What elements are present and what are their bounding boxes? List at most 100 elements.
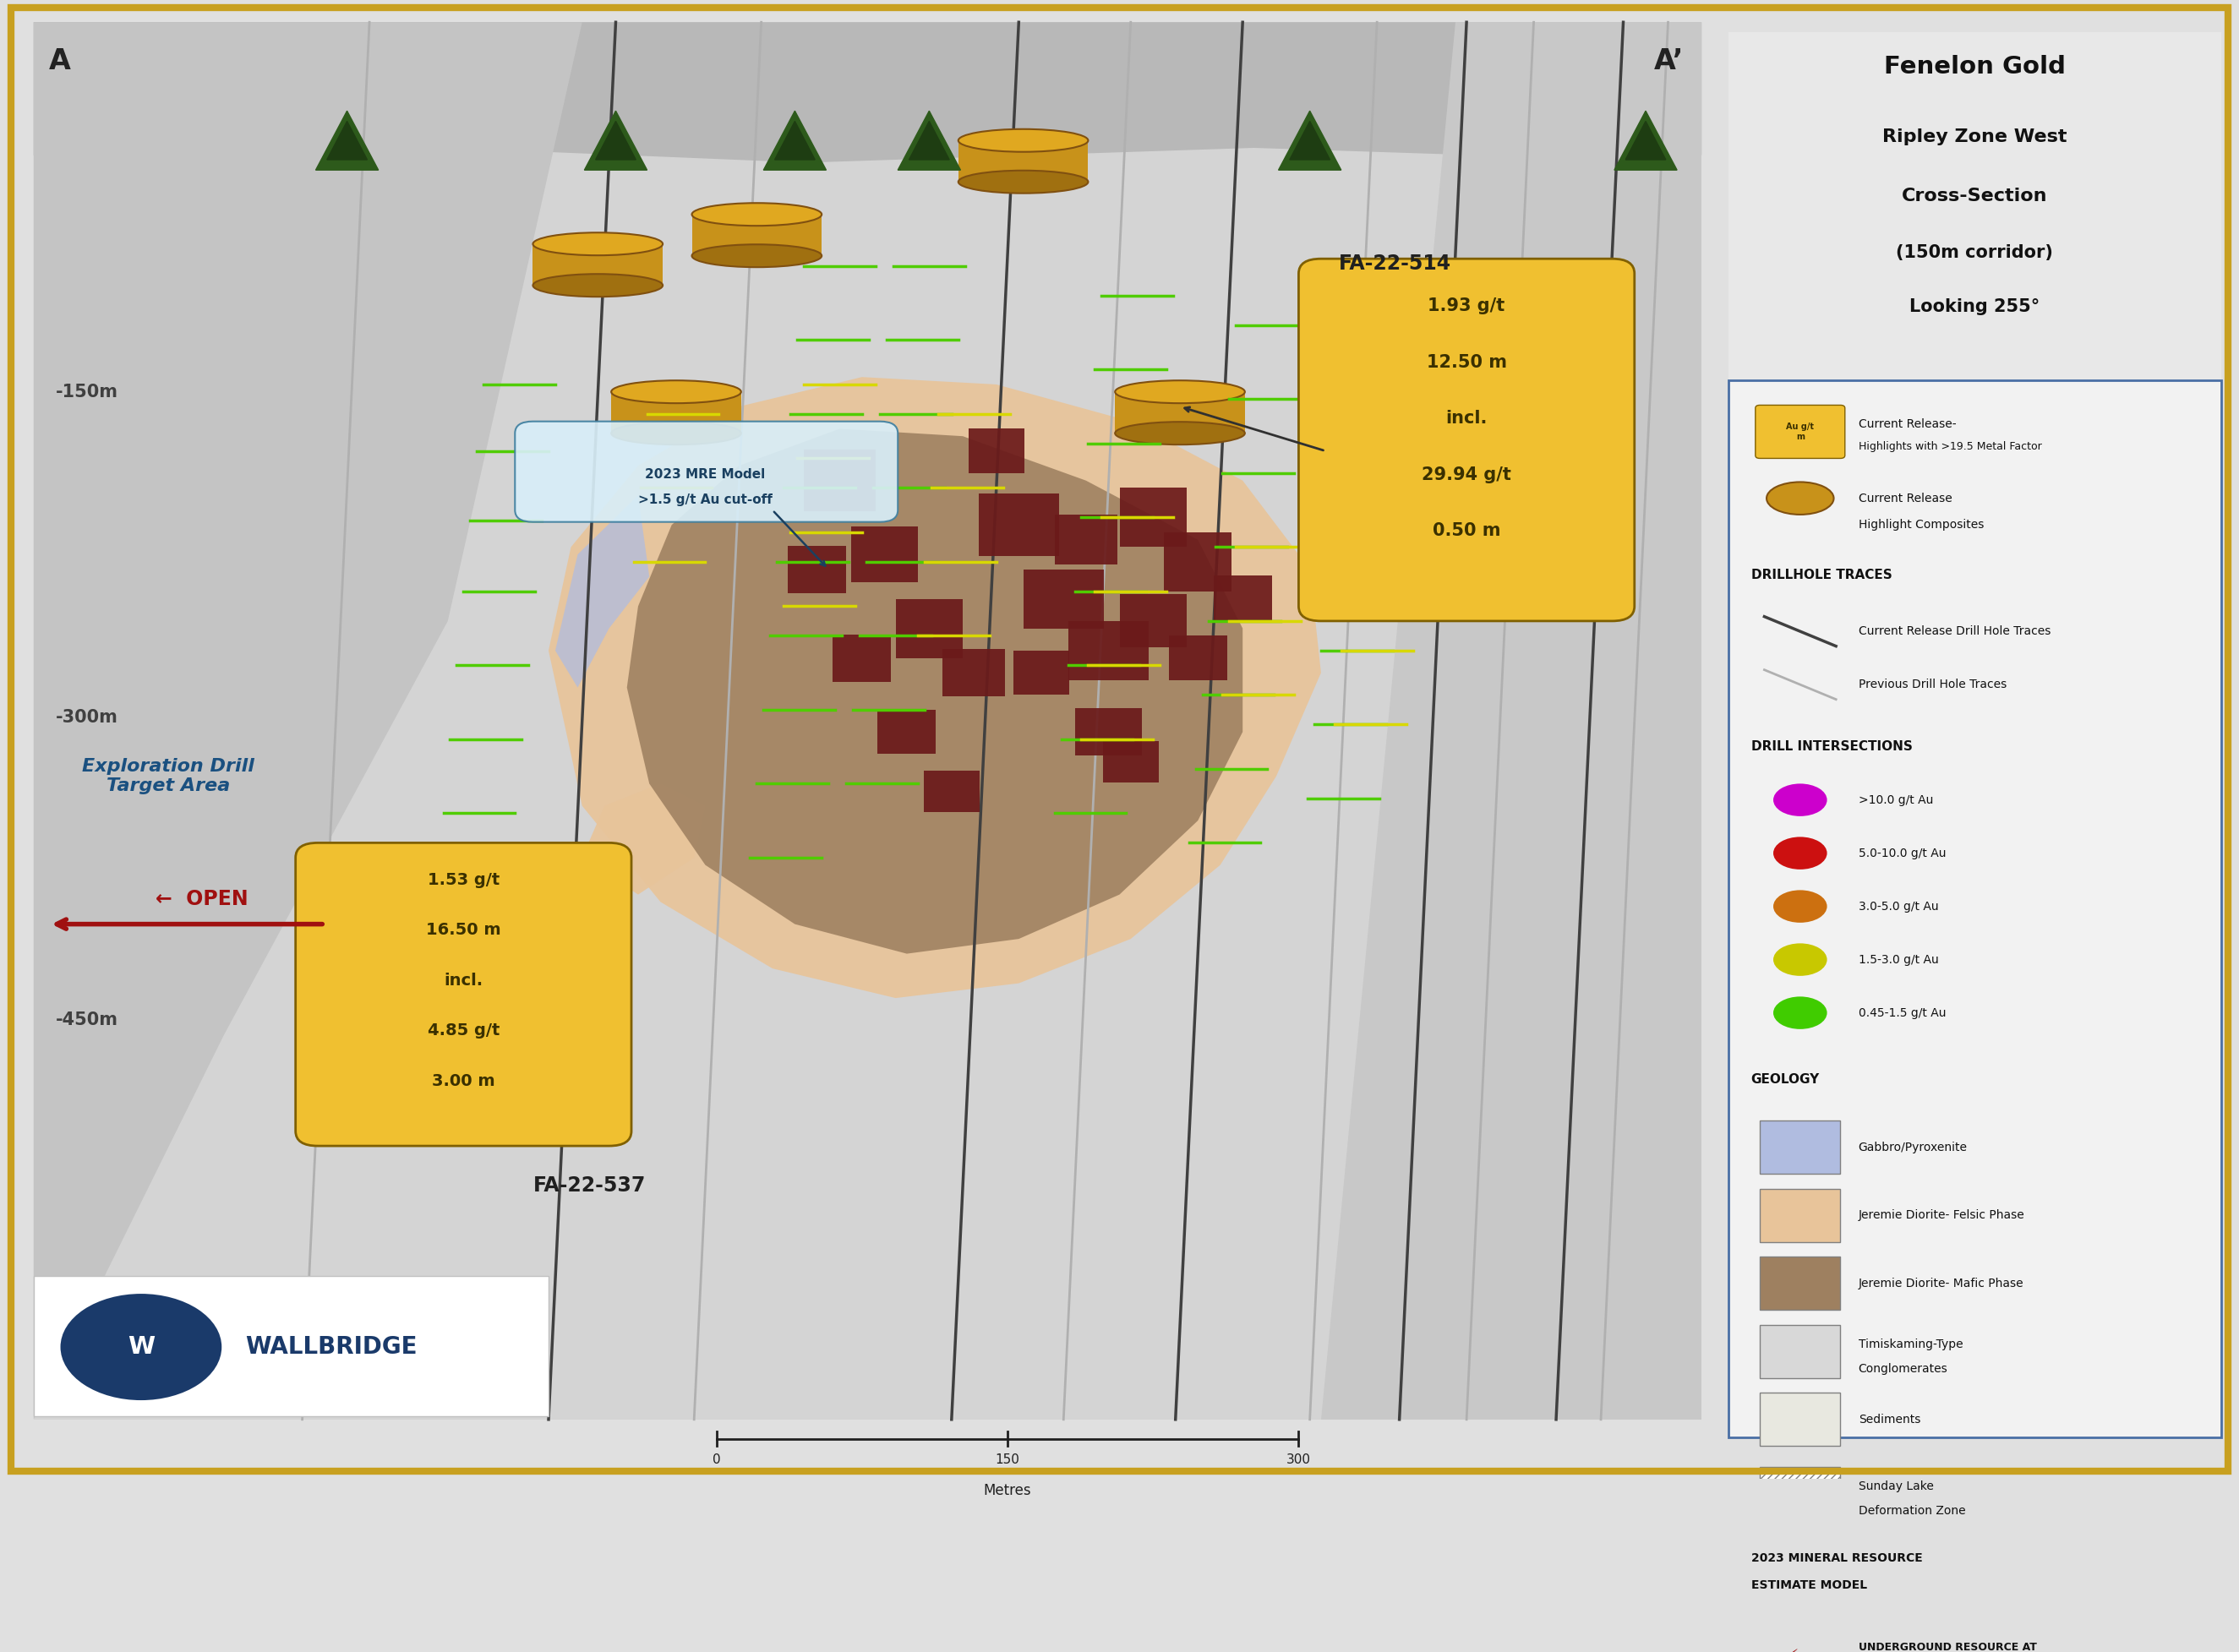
FancyBboxPatch shape bbox=[611, 392, 741, 433]
Text: 12.50 m: 12.50 m bbox=[1426, 354, 1507, 370]
Text: -450m: -450m bbox=[56, 1011, 119, 1029]
Text: Looking 255°: Looking 255° bbox=[1910, 299, 2040, 316]
Text: Ripley Zone West: Ripley Zone West bbox=[1883, 129, 2067, 145]
Polygon shape bbox=[775, 121, 815, 160]
Text: 150: 150 bbox=[996, 1454, 1019, 1465]
FancyBboxPatch shape bbox=[1760, 1393, 1840, 1446]
Text: Conglomerates: Conglomerates bbox=[1858, 1363, 1948, 1374]
FancyBboxPatch shape bbox=[1760, 1467, 1840, 1520]
Text: Sunday Lake: Sunday Lake bbox=[1858, 1480, 1934, 1492]
Text: Previous Drill Hole Traces: Previous Drill Hole Traces bbox=[1858, 679, 2006, 691]
Text: Sediments: Sediments bbox=[1858, 1414, 1921, 1426]
FancyBboxPatch shape bbox=[1299, 259, 1634, 621]
Polygon shape bbox=[898, 111, 961, 170]
Ellipse shape bbox=[1773, 890, 1827, 923]
Text: Current Release: Current Release bbox=[1858, 492, 1952, 504]
Polygon shape bbox=[1321, 21, 1702, 1419]
Polygon shape bbox=[549, 377, 1321, 998]
FancyBboxPatch shape bbox=[296, 843, 631, 1146]
Text: Jeremie Diorite- Felsic Phase: Jeremie Diorite- Felsic Phase bbox=[1858, 1209, 2024, 1221]
Ellipse shape bbox=[692, 244, 822, 268]
Text: 5.0-10.0 g/t Au: 5.0-10.0 g/t Au bbox=[1858, 847, 1946, 859]
Text: 2023 MRE Model: 2023 MRE Model bbox=[645, 468, 766, 481]
Text: >10.0 g/t Au: >10.0 g/t Au bbox=[1858, 795, 1932, 806]
FancyBboxPatch shape bbox=[922, 770, 981, 811]
FancyBboxPatch shape bbox=[1115, 392, 1245, 433]
Text: ESTIMATE MODEL: ESTIMATE MODEL bbox=[1751, 1579, 1867, 1591]
Ellipse shape bbox=[1773, 838, 1827, 869]
Text: UNDERGROUND RESOURCE AT: UNDERGROUND RESOURCE AT bbox=[1858, 1642, 2037, 1652]
Ellipse shape bbox=[533, 274, 663, 297]
Ellipse shape bbox=[692, 203, 822, 226]
Polygon shape bbox=[555, 496, 649, 687]
Text: -300m: -300m bbox=[56, 709, 119, 725]
Text: Deformation Zone: Deformation Zone bbox=[1858, 1505, 1966, 1517]
Text: ⚡: ⚡ bbox=[1784, 1649, 1798, 1652]
Text: W: W bbox=[128, 1335, 154, 1360]
Text: GEOLOGY: GEOLOGY bbox=[1751, 1074, 1820, 1085]
FancyBboxPatch shape bbox=[978, 494, 1059, 557]
Ellipse shape bbox=[958, 170, 1088, 193]
FancyBboxPatch shape bbox=[1120, 595, 1187, 648]
Text: WALLBRIDGE: WALLBRIDGE bbox=[246, 1335, 416, 1360]
FancyBboxPatch shape bbox=[1075, 709, 1142, 755]
Text: >1.5 g/t Au cut-off: >1.5 g/t Au cut-off bbox=[638, 494, 772, 506]
Polygon shape bbox=[1626, 121, 1666, 160]
Polygon shape bbox=[316, 111, 378, 170]
FancyBboxPatch shape bbox=[804, 449, 875, 512]
FancyBboxPatch shape bbox=[1729, 33, 2221, 380]
FancyBboxPatch shape bbox=[851, 527, 918, 583]
Polygon shape bbox=[596, 121, 636, 160]
Text: Au g/t
m: Au g/t m bbox=[1787, 423, 1814, 441]
FancyBboxPatch shape bbox=[967, 430, 1025, 472]
Text: -600m: -600m bbox=[56, 1300, 119, 1317]
Text: 0: 0 bbox=[712, 1454, 721, 1465]
Polygon shape bbox=[627, 430, 1243, 953]
FancyBboxPatch shape bbox=[878, 710, 936, 753]
Ellipse shape bbox=[958, 129, 1088, 152]
Ellipse shape bbox=[1115, 380, 1245, 403]
Text: 4.85 g/t: 4.85 g/t bbox=[428, 1023, 499, 1039]
FancyBboxPatch shape bbox=[1012, 651, 1070, 695]
Text: Highlights with >19.5 Metal Factor: Highlights with >19.5 Metal Factor bbox=[1858, 441, 2042, 453]
FancyBboxPatch shape bbox=[1760, 1257, 1840, 1310]
FancyBboxPatch shape bbox=[34, 21, 1702, 1419]
Ellipse shape bbox=[1773, 783, 1827, 816]
FancyBboxPatch shape bbox=[692, 215, 822, 256]
FancyBboxPatch shape bbox=[1760, 1189, 1840, 1242]
Text: (150m corridor): (150m corridor) bbox=[1896, 244, 2053, 261]
FancyBboxPatch shape bbox=[1169, 636, 1227, 681]
Text: 1.5-3.0 g/t Au: 1.5-3.0 g/t Au bbox=[1858, 953, 1939, 965]
Polygon shape bbox=[582, 783, 705, 894]
FancyBboxPatch shape bbox=[34, 1275, 549, 1416]
Text: A’: A’ bbox=[1655, 48, 1684, 76]
Circle shape bbox=[60, 1294, 222, 1401]
Text: 16.50 m: 16.50 m bbox=[425, 922, 502, 938]
Text: Current Release-: Current Release- bbox=[1858, 418, 1957, 430]
FancyBboxPatch shape bbox=[1055, 514, 1117, 565]
Text: Highlight Composites: Highlight Composites bbox=[1858, 519, 1984, 530]
Text: 1.53 g/t: 1.53 g/t bbox=[428, 872, 499, 887]
Ellipse shape bbox=[1773, 943, 1827, 976]
FancyBboxPatch shape bbox=[1102, 740, 1160, 781]
Polygon shape bbox=[327, 121, 367, 160]
FancyBboxPatch shape bbox=[1068, 621, 1149, 681]
Text: A: A bbox=[49, 48, 72, 76]
FancyBboxPatch shape bbox=[788, 545, 846, 593]
Text: DRILL INTERSECTIONS: DRILL INTERSECTIONS bbox=[1751, 740, 1912, 753]
FancyBboxPatch shape bbox=[533, 244, 663, 286]
Text: 3.0-5.0 g/t Au: 3.0-5.0 g/t Au bbox=[1858, 900, 1939, 912]
Text: Jeremie Diorite- Mafic Phase: Jeremie Diorite- Mafic Phase bbox=[1858, 1277, 2024, 1289]
Polygon shape bbox=[34, 21, 1702, 162]
Polygon shape bbox=[34, 21, 582, 1419]
Text: Cross-Section: Cross-Section bbox=[1901, 188, 2049, 205]
Text: FA-22-537: FA-22-537 bbox=[533, 1176, 645, 1196]
Ellipse shape bbox=[533, 233, 663, 256]
Ellipse shape bbox=[611, 421, 741, 444]
FancyBboxPatch shape bbox=[958, 140, 1088, 182]
Ellipse shape bbox=[611, 380, 741, 403]
Text: Gabbro/Pyroxenite: Gabbro/Pyroxenite bbox=[1858, 1142, 1968, 1153]
FancyBboxPatch shape bbox=[1023, 570, 1104, 628]
FancyBboxPatch shape bbox=[943, 649, 1005, 697]
FancyBboxPatch shape bbox=[1760, 1325, 1840, 1378]
